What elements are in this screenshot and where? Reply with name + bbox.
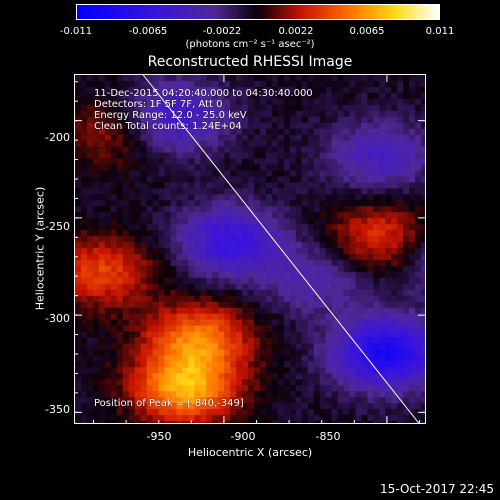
time-range-annotation: 11-Dec-2015 04:20:40.000 to 04:30:40.000: [94, 88, 313, 99]
colorbar-tick-label: 0.0065: [349, 26, 385, 37]
x-tick-label: -900: [230, 430, 256, 443]
colorbar-tick-label: -0.0065: [128, 26, 168, 37]
detectors-annotation: Detectors: 1F 5F 7F, Att 0: [94, 99, 223, 110]
colorbar: [76, 4, 440, 20]
colorbar-tick-label: 0.011: [425, 26, 455, 37]
colorbar-tick-label: 0.0022: [278, 26, 314, 37]
chart-title: Reconstructed RHESSI Image: [147, 54, 353, 70]
energy-range-annotation: Energy Range: 12.0 - 25.0 keV: [94, 110, 247, 121]
colorbar-tick-label: -0.011: [59, 26, 93, 37]
colorbar-gradient: [77, 5, 439, 19]
clean-counts-annotation: Clean Total counts: 1.24E+04: [94, 121, 242, 132]
y-tick-label: -250: [45, 220, 70, 233]
limb-overlay-line: [142, 73, 420, 425]
y-tick-label: -300: [45, 312, 70, 325]
x-tick-label: -950: [146, 430, 172, 443]
y-tick-label: -350: [45, 403, 70, 416]
plot-timestamp: 15-Oct-2017 22:45: [380, 482, 494, 496]
x-tick-label: -850: [315, 430, 341, 443]
heatmap-image: [75, 75, 425, 423]
x-axis-label: Heliocentric X (arcsec): [187, 446, 313, 459]
peak-position-annotation: Position of Peak = [-840,-349]: [94, 398, 244, 409]
plot-area: [74, 74, 426, 424]
y-tick-label: -200: [45, 131, 70, 144]
colorbar-tick-label: -0.0022: [202, 26, 242, 37]
colorbar-unit-label: (photons cm⁻² s⁻¹ asec⁻²): [185, 39, 315, 50]
y-axis-label: Heliocentric Y (arcsec): [33, 186, 47, 311]
